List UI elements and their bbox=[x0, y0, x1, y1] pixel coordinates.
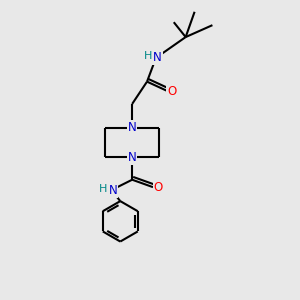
Text: O: O bbox=[167, 85, 176, 98]
Text: N: N bbox=[153, 51, 162, 64]
Text: N: N bbox=[128, 121, 136, 134]
Text: H: H bbox=[143, 51, 152, 62]
Text: O: O bbox=[154, 181, 163, 194]
Text: N: N bbox=[109, 184, 117, 196]
Text: H: H bbox=[99, 184, 107, 194]
Text: N: N bbox=[128, 151, 136, 164]
